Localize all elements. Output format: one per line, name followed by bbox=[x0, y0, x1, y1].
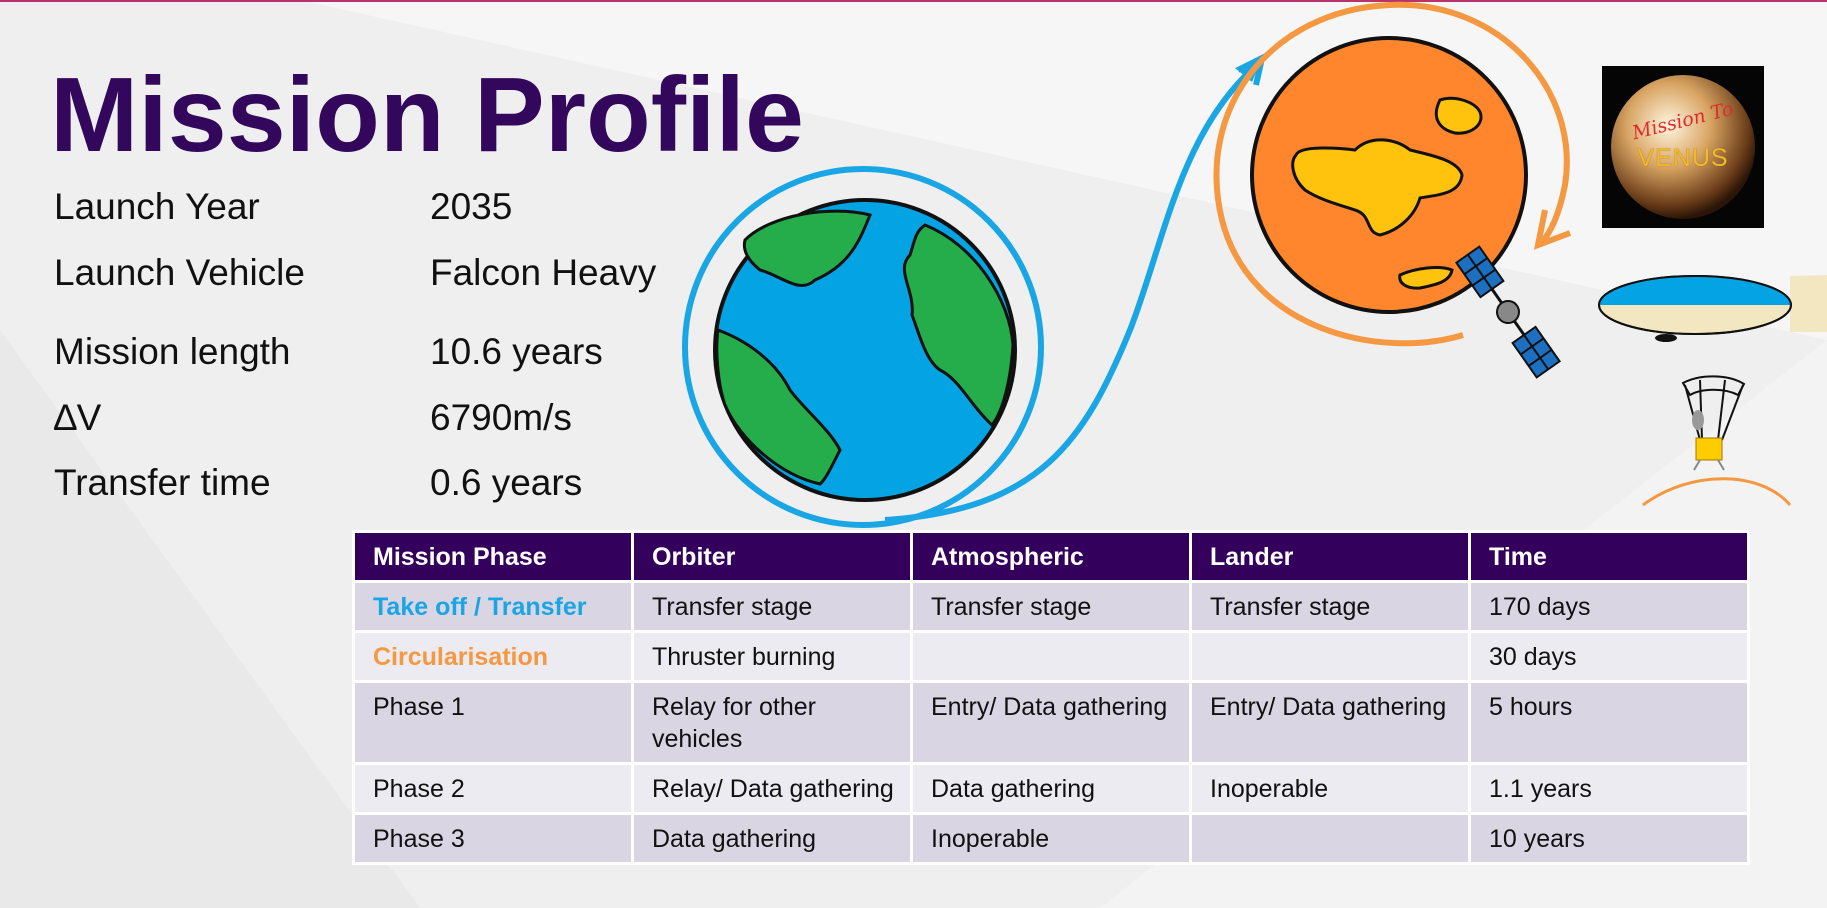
cell-orbiter: Thruster burning bbox=[631, 630, 913, 683]
earth-icon bbox=[713, 198, 1017, 502]
cell-atmospheric: Transfer stage bbox=[910, 580, 1192, 633]
cell-orbiter: Relay for other vehicles bbox=[631, 680, 913, 765]
cell-lander: Transfer stage bbox=[1189, 580, 1471, 633]
cell-time: 170 days bbox=[1468, 580, 1750, 633]
cell-phase: Phase 1 bbox=[352, 680, 634, 765]
parachute-lander-icon bbox=[1642, 375, 1792, 507]
top-rule bbox=[0, 0, 1827, 2]
table-row: Phase 2 Relay/ Data gathering Data gathe… bbox=[352, 762, 1750, 815]
header-mission-phase: Mission Phase bbox=[352, 530, 634, 583]
header-time: Time bbox=[1468, 530, 1750, 583]
table-row: Circularisation Thruster burning 30 days bbox=[352, 630, 1750, 683]
param-value-delta-v: 6790m/s bbox=[430, 397, 572, 438]
cell-orbiter: Data gathering bbox=[631, 812, 913, 865]
table-row: Take off / Transfer Transfer stage Trans… bbox=[352, 580, 1750, 633]
param-value-launch-vehicle: Falcon Heavy bbox=[430, 252, 657, 293]
header-atmospheric: Atmospheric bbox=[910, 530, 1192, 583]
table-header-row: Mission Phase Orbiter Atmospheric Lander… bbox=[352, 530, 1750, 583]
cell-orbiter: Relay/ Data gathering bbox=[631, 762, 913, 815]
header-lander: Lander bbox=[1189, 530, 1471, 583]
cell-phase: Phase 2 bbox=[352, 762, 634, 815]
cell-time: 30 days bbox=[1468, 630, 1750, 683]
cell-time: 1.1 years bbox=[1468, 762, 1750, 815]
cell-atmospheric: Entry/ Data gathering bbox=[910, 680, 1192, 765]
param-value-launch-year: 2035 bbox=[430, 186, 513, 227]
param-label-delta-v: ∆V bbox=[54, 397, 102, 438]
cell-lander bbox=[1189, 812, 1471, 865]
param-value-mission-length: 10.6 years bbox=[430, 331, 603, 372]
satellite-icon bbox=[1454, 245, 1562, 379]
table-row: Phase 1 Relay for other vehicles Entry/ … bbox=[352, 680, 1750, 765]
param-value-transfer-time: 0.6 years bbox=[430, 462, 583, 503]
table-row: Phase 3 Data gathering Inoperable 10 yea… bbox=[352, 812, 1750, 865]
cell-lander: Inoperable bbox=[1189, 762, 1471, 815]
param-label-launch-vehicle: Launch Vehicle bbox=[54, 252, 305, 293]
cell-atmospheric: Inoperable bbox=[910, 812, 1192, 865]
cell-phase: Circularisation bbox=[352, 630, 634, 683]
param-label-mission-length: Mission length bbox=[54, 331, 291, 372]
header-orbiter: Orbiter bbox=[631, 530, 913, 583]
cell-atmospheric bbox=[910, 630, 1192, 683]
cell-phase: Take off / Transfer bbox=[352, 580, 634, 633]
cell-orbiter: Transfer stage bbox=[631, 580, 913, 633]
mission-phase-table: Mission Phase Orbiter Atmospheric Lander… bbox=[352, 530, 1750, 865]
logo-badge: Mission To VENUS bbox=[1602, 66, 1764, 228]
venus-photo-icon bbox=[1611, 75, 1755, 219]
logo-word-text: VENUS bbox=[1637, 144, 1729, 172]
cell-lander: Entry/ Data gathering bbox=[1189, 680, 1471, 765]
cell-time: 5 hours bbox=[1468, 680, 1750, 765]
transfer-trajectory-arrow bbox=[884, 59, 1262, 523]
venus-orbit-arrow bbox=[1213, 1, 1570, 347]
param-label-transfer-time: Transfer time bbox=[54, 462, 271, 503]
earth-orbit-ring bbox=[682, 166, 1044, 528]
venus-icon bbox=[1250, 36, 1528, 314]
page-title: Mission Profile bbox=[50, 56, 804, 174]
param-label-launch-year: Launch Year bbox=[54, 186, 260, 227]
cell-atmospheric: Data gathering bbox=[910, 762, 1192, 815]
cell-lander bbox=[1189, 630, 1471, 683]
airship-icon bbox=[1598, 275, 1827, 342]
cell-time: 10 years bbox=[1468, 812, 1750, 865]
cell-phase: Phase 3 bbox=[352, 812, 634, 865]
